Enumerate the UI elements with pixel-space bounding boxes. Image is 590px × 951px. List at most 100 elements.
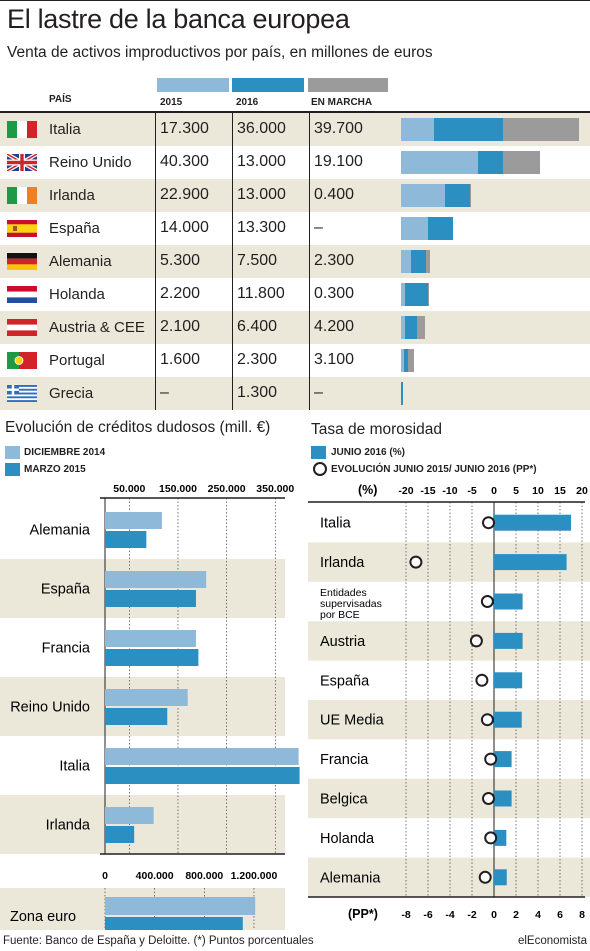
moros-bottom-tick-label: -2 xyxy=(467,909,476,921)
value-marcha: – xyxy=(314,219,323,236)
moros-bar-junio2016 xyxy=(494,829,507,846)
credit-bar-mar2015 xyxy=(105,590,196,607)
ireland-flag-icon xyxy=(7,187,37,204)
footer-source: Fuente: Banco de España y Deloitte. (*) … xyxy=(3,935,314,947)
credit-chart-title: Evolución de créditos dudosos (mill. €) xyxy=(5,419,271,436)
moros-category-label: Entidades supervisadas por BCEEntidades su… xyxy=(320,587,382,621)
stacked-bar-segment-2016 xyxy=(427,217,454,240)
column-divider xyxy=(155,344,156,377)
value-v2016: 13.000 xyxy=(237,153,286,170)
moros-bar-junio2016 xyxy=(494,751,512,768)
table-row: España 14.000 13.300 – xyxy=(0,212,590,245)
moros-category-label: Alemania xyxy=(320,870,381,886)
stacked-bar-segment-en-marcha xyxy=(503,151,540,174)
value-marcha: 4.200 xyxy=(314,318,355,335)
stacked-bar-segment-2016 xyxy=(405,283,428,306)
credit-category-label: Alemania xyxy=(30,523,91,539)
moros-top-tick-label: -15 xyxy=(420,485,435,497)
stacked-bar-segment-en-marcha xyxy=(503,118,580,141)
credit-row-shade xyxy=(0,677,285,736)
value-marcha: 0.400 xyxy=(314,186,355,203)
moros-chart: (%) -20 -15 -10 -5 0 5 10 15 20ItaliaIrlandaEntid… xyxy=(308,483,590,921)
moros-evolucion-marker xyxy=(409,555,423,569)
table-row: Alemania 5.300 7.500 2.300 xyxy=(0,245,590,278)
stacked-bar-segment-2016 xyxy=(444,184,470,207)
zona-euro-bar-mar2015 xyxy=(105,917,243,930)
legend-junio2016-label: JUNIO 2016 (%) xyxy=(331,447,405,458)
legend-marcha-swatch xyxy=(308,78,388,92)
column-divider xyxy=(232,377,233,410)
column-divider xyxy=(309,146,310,179)
moros-evolucion-marker xyxy=(480,595,494,608)
stacked-bar-segment-2015 xyxy=(401,250,412,273)
value-marcha: 0.300 xyxy=(314,285,355,302)
moros-bottom-tick-label: 8 xyxy=(579,909,585,921)
column-divider xyxy=(309,377,310,410)
stacked-bar-segment-en-marcha xyxy=(469,184,472,207)
moros-top-tick-label: 0 xyxy=(491,485,497,497)
column-divider xyxy=(309,245,310,278)
value-v2016: 6.400 xyxy=(237,318,278,335)
moros-evolucion-marker xyxy=(480,713,494,727)
column-divider xyxy=(155,377,156,410)
legend-mar2015-label: MARZO 2015 xyxy=(24,464,86,475)
country-name: Reino Unido xyxy=(49,154,132,171)
stacked-bar-segment-2015 xyxy=(401,118,435,141)
greece-flag-icon xyxy=(7,385,37,402)
credit-category-label: Irlanda xyxy=(46,818,91,834)
stacked-bar-segment-2015 xyxy=(401,283,406,306)
legend-mar2015-swatch xyxy=(5,463,20,476)
moros-bar-junio2016 xyxy=(494,632,523,649)
moros-category-label: Belgica xyxy=(320,792,368,808)
column-divider xyxy=(309,113,310,146)
moros-bar-junio2016 xyxy=(494,869,507,886)
column-divider xyxy=(155,311,156,344)
brand-logo: elEconomista xyxy=(517,935,587,947)
moros-bar-junio2016 xyxy=(494,554,567,571)
value-v2015: 2.200 xyxy=(160,285,201,302)
moros-category-label: Italia xyxy=(320,516,352,532)
value-v2015: – xyxy=(160,384,169,401)
table-row: Portugal 1.600 2.300 3.100 xyxy=(0,344,590,377)
moros-evolucion-marker xyxy=(484,831,498,845)
country-name: Irlanda xyxy=(49,187,95,204)
moros-category-label: España xyxy=(320,673,370,689)
legend-evolucion-label: EVOLUCIÓN JUNIO 2015/ JUNIO 2016 (PP*) xyxy=(331,464,537,475)
credit-bar-dic2014 xyxy=(105,689,188,706)
moros-bottom-tick-label: 4 xyxy=(535,909,541,921)
moros-row-shade xyxy=(308,700,590,740)
column-divider xyxy=(309,212,310,245)
credit-bottom-tick-label: 1.200.000 xyxy=(231,870,278,882)
uk-flag-icon xyxy=(7,154,37,171)
country-name: Portugal xyxy=(49,352,105,369)
moros-bar-junio2016 xyxy=(494,514,571,531)
credit-row-shade xyxy=(0,559,285,618)
credit-bar-dic2014 xyxy=(105,807,154,824)
moros-evolucion-marker xyxy=(482,792,495,805)
stacked-bar-segment-2016 xyxy=(404,349,409,372)
credit-bar-mar2015 xyxy=(105,531,147,548)
moros-bar-junio2016 xyxy=(494,711,522,728)
column-divider xyxy=(155,179,156,212)
column-divider xyxy=(309,179,310,212)
stacked-bar-segment-2016 xyxy=(411,250,426,273)
stacked-bar-segment-2016 xyxy=(434,118,504,141)
moros-category-label: Francia xyxy=(320,752,369,768)
stacked-bar-segment-en-marcha xyxy=(427,283,430,306)
table-row: Italia 17.300 36.000 39.700 xyxy=(0,113,590,146)
credit-bar-dic2014 xyxy=(105,571,207,588)
value-v2015: 2.100 xyxy=(160,318,201,335)
value-v2015: 40.300 xyxy=(160,153,209,170)
moros-top-tick-label: -10 xyxy=(442,485,457,497)
value-marcha: – xyxy=(314,384,323,401)
value-v2016: 13.000 xyxy=(237,186,286,203)
netherlands-flag-icon xyxy=(7,286,37,303)
moros-evolucion-marker xyxy=(484,752,498,766)
page-title: El lastre de la banca europea xyxy=(7,4,350,34)
column-divider xyxy=(155,146,156,179)
stacked-bar-segment-en-marcha xyxy=(425,250,430,273)
credit-bar-dic2014 xyxy=(105,630,196,647)
moros-bottom-tick-label: -6 xyxy=(423,909,432,921)
credit-category-label: España xyxy=(41,582,91,598)
column-divider xyxy=(309,278,310,311)
